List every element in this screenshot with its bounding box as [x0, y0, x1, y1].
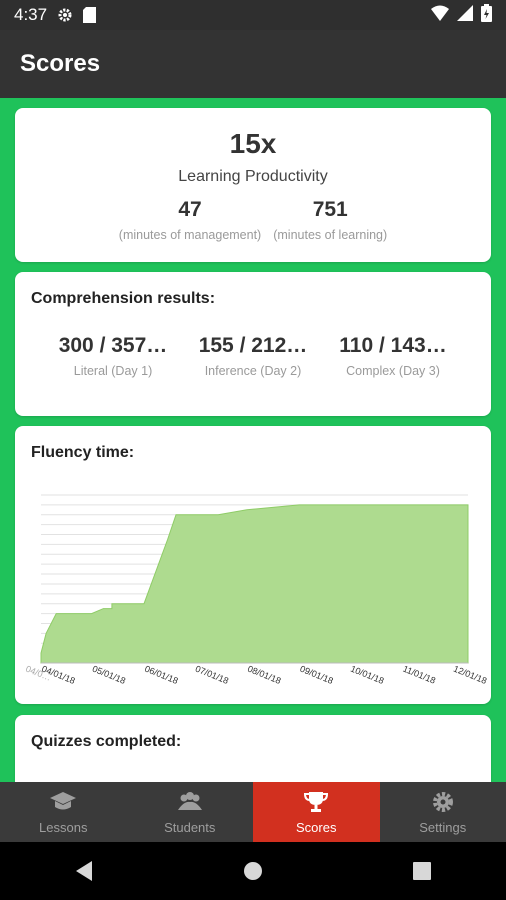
fluency-title: Fluency time: — [31, 444, 135, 461]
x-tick-label: 12/01/18 — [452, 664, 488, 686]
tab-scores-label: Scores — [296, 819, 337, 835]
tab-settings-label: Settings — [419, 819, 467, 835]
inference-caption: Inference (Day 2) — [204, 364, 302, 378]
recents-icon[interactable] — [412, 861, 432, 881]
management-value: 47 — [178, 198, 202, 221]
signal-icon — [457, 4, 473, 26]
comprehension-complex: 110 / 143… Complex (Day 3) — [328, 334, 458, 378]
productivity-card: 15x Learning Productivity 47 (minutes of… — [15, 108, 491, 262]
productivity-value: 15x — [229, 128, 277, 159]
x-tick-label: 10/01/18 — [349, 664, 385, 686]
status-bar: 4:37 — [0, 0, 506, 30]
x-tick-label: 05/01/18 — [91, 664, 127, 686]
wifi-icon — [431, 5, 449, 26]
x-tick-label: 04/01/18 — [40, 664, 76, 686]
trophy-icon — [304, 791, 329, 812]
gear-icon — [57, 7, 73, 23]
page-title: Scores — [20, 50, 101, 77]
management-caption: (minutes of management) — [118, 228, 262, 242]
fluency-chart: 04/0…04/01/18 05/01/18 06/01/18 07/01/18 08/… — [24, 494, 488, 686]
learning-caption: (minutes of learning) — [273, 228, 388, 242]
tab-lessons-label: Lessons — [39, 819, 88, 835]
complex-value: 110 / 143… — [339, 334, 447, 357]
learning-value: 751 — [312, 198, 348, 221]
tab-students-label: Students — [164, 819, 216, 835]
comprehension-card: Comprehension results: 300 / 357… Litera… — [15, 272, 491, 416]
app-bar: Scores — [0, 30, 506, 98]
fluency-area-series — [40, 504, 469, 664]
gear-icon — [432, 791, 453, 812]
complex-caption: Complex (Day 3) — [346, 364, 440, 378]
tab-settings[interactable]: Settings — [380, 782, 506, 842]
status-time: 4:37 — [14, 5, 48, 24]
fluency-card: Fluency time: 04/0… 04/01/18 05/01/18 06/01… — [15, 426, 491, 704]
back-icon[interactable] — [74, 860, 94, 882]
scores-content[interactable]: 15x Learning Productivity 47 (minutes of… — [0, 98, 506, 782]
x-tick-label: 11/01/18 — [401, 664, 437, 686]
x-tick-label: 06/01/18 — [143, 664, 179, 686]
literal-value: 300 / 357… — [58, 334, 168, 357]
tab-lessons[interactable]: Lessons — [0, 782, 127, 842]
x-tick-label: 08/01/18 — [246, 664, 282, 686]
x-tick-label: 09/01/18 — [298, 664, 334, 686]
comprehension-literal: 300 / 357… Literal (Day 1) — [48, 334, 178, 378]
productivity-label: Learning Productivity — [178, 168, 328, 185]
literal-caption: Literal (Day 1) — [73, 364, 153, 378]
quizzes-title: Quizzes completed: — [31, 733, 182, 750]
learning-stat: 751 (minutes of learning) — [273, 198, 387, 242]
x-tick-label: 07/01/18 — [194, 664, 230, 686]
sd-card-icon — [83, 7, 97, 23]
management-stat: 47 (minutes of management) — [119, 198, 261, 242]
students-icon — [177, 791, 202, 810]
tab-students[interactable]: Students — [127, 782, 254, 842]
graduation-cap-icon — [50, 791, 77, 809]
inference-value: 155 / 212… — [198, 334, 308, 357]
quizzes-card: Quizzes completed: — [15, 715, 491, 782]
tab-scores[interactable]: Scores — [253, 782, 380, 842]
comprehension-inference: 155 / 212… Inference (Day 2) — [188, 334, 318, 378]
comprehension-title: Comprehension results: — [31, 290, 216, 307]
system-nav-bar — [0, 842, 506, 900]
battery-icon — [481, 3, 492, 27]
home-icon[interactable] — [243, 861, 263, 881]
bottom-nav: Lessons Students Scores Settings — [0, 782, 506, 842]
